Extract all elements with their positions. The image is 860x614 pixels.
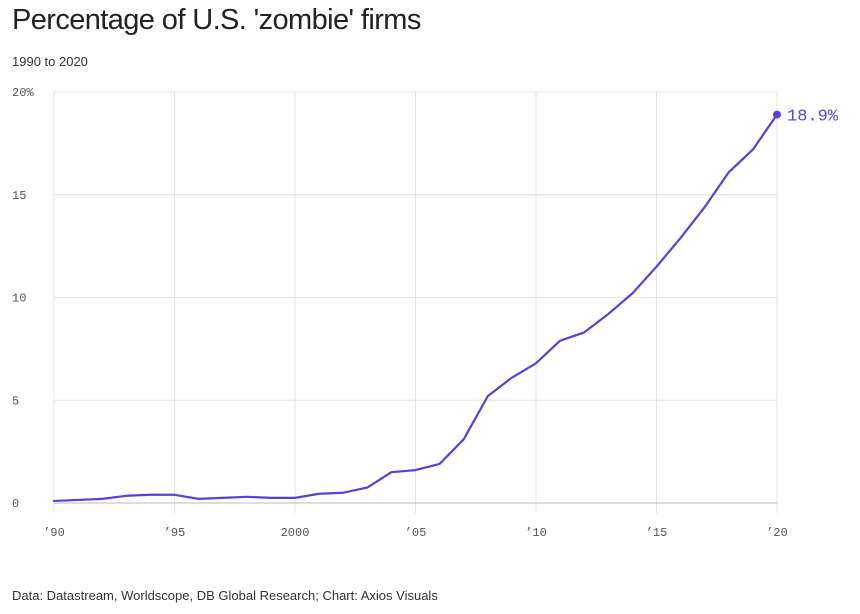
grid-layer [53,91,778,513]
source-note: Data: Datastream, Worldscope, DB Global … [12,588,438,603]
y-tick-label: 10 [12,292,26,306]
y-tick-label: 0 [12,497,19,511]
chart-subtitle: 1990 to 2020 [12,54,88,69]
series-layer: 18.9% [52,108,839,503]
chart-title: Percentage of U.S. 'zombie' firms [12,4,421,36]
x-tick-label: ’10 [525,526,547,540]
x-tick-label: ’15 [646,526,668,540]
x-tick-label: 2000 [281,526,310,540]
x-tick-label: ’95 [164,526,186,540]
endpoint-dot [773,110,781,119]
x-tick-label: ’05 [405,526,427,540]
tick-labels: 0 5 10 15 20% ’90 ’95 2000 ’05 ’10 ’15 ’20 [12,86,788,540]
line-chart: 0 5 10 15 20% ’90 ’95 2000 ’05 ’10 ’15 ’20 18.9% [12,86,839,540]
y-tick-label: 15 [12,189,26,203]
y-tick-label: 5 [12,394,19,408]
endpoint-value-label: 18.9% [787,108,839,127]
y-tick-label: 20% [12,86,34,100]
x-tick-label: ’20 [766,526,788,540]
x-tick-label: ’90 [43,526,65,540]
series-line [52,113,779,503]
